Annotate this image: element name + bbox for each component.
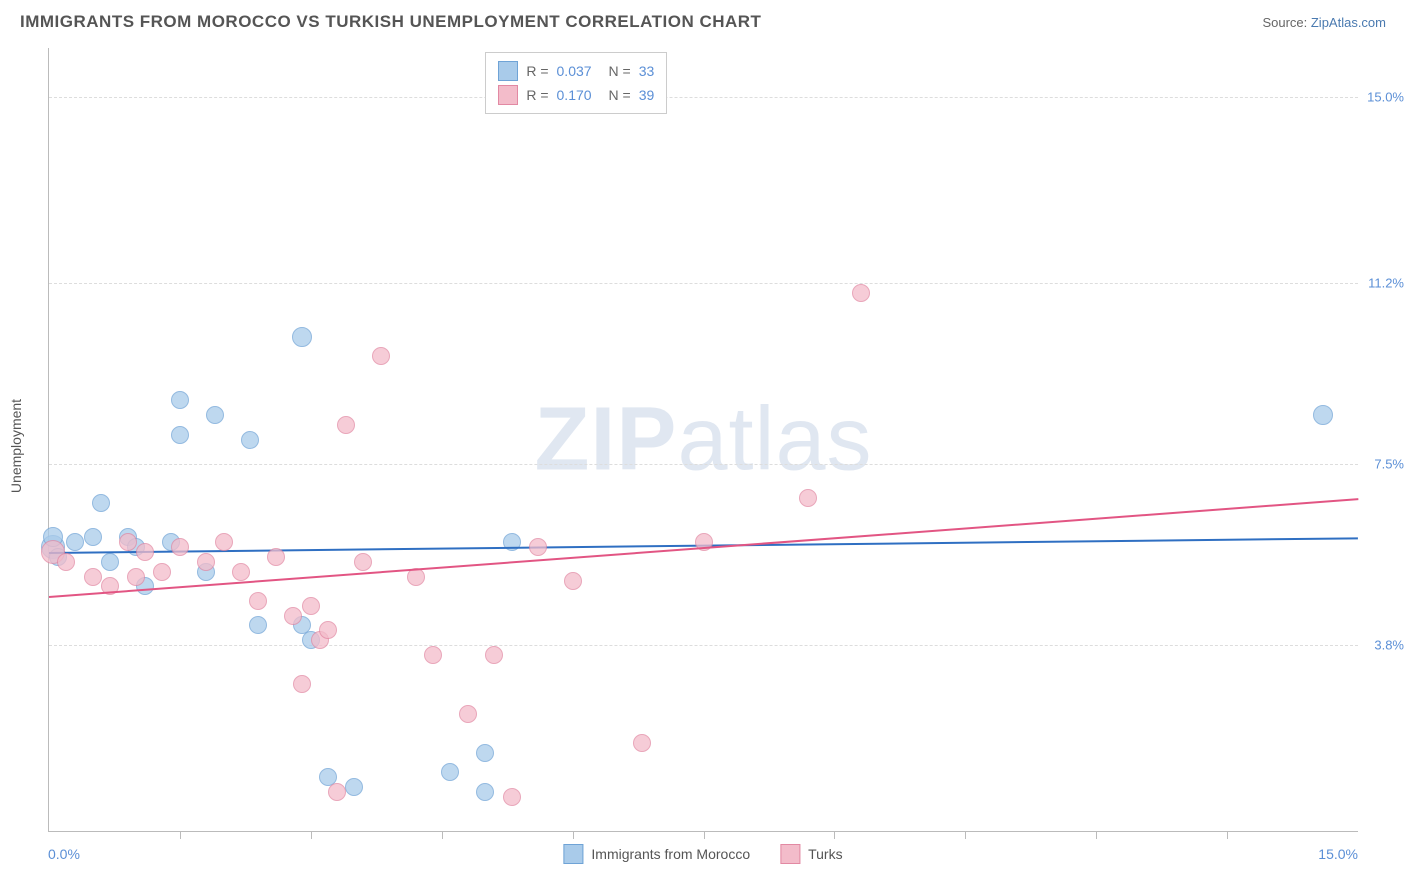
data-point	[197, 553, 215, 571]
n-value: 33	[639, 63, 655, 79]
x-tick	[442, 831, 443, 839]
data-point	[127, 568, 145, 586]
data-point	[564, 572, 582, 590]
data-point	[319, 621, 337, 639]
x-axis-max-label: 15.0%	[1318, 846, 1358, 862]
data-point	[267, 548, 285, 566]
chart-plot-area: ZIPatlas 3.8%7.5%11.2%15.0%R =0.037N =33…	[48, 48, 1358, 832]
data-point	[136, 543, 154, 561]
data-point	[441, 763, 459, 781]
data-point	[328, 783, 346, 801]
data-point	[1313, 405, 1333, 425]
r-label: R =	[526, 87, 548, 103]
data-point	[84, 528, 102, 546]
x-tick	[704, 831, 705, 839]
y-tick-label: 7.5%	[1374, 456, 1404, 471]
data-point	[459, 705, 477, 723]
x-tick	[1096, 831, 1097, 839]
watermark-bold: ZIP	[534, 389, 677, 489]
y-axis-label: Unemployment	[8, 399, 24, 493]
gridline	[49, 97, 1358, 98]
data-point	[284, 607, 302, 625]
data-point	[337, 416, 355, 434]
legend-bottom: Immigrants from Morocco Turks	[563, 844, 842, 864]
data-point	[84, 568, 102, 586]
legend-row: R = 0.037 N = 33	[498, 59, 654, 83]
data-point	[476, 744, 494, 762]
x-tick	[834, 831, 835, 839]
gridline	[49, 645, 1358, 646]
watermark: ZIPatlas	[534, 388, 872, 491]
x-tick	[1227, 831, 1228, 839]
data-point	[153, 563, 171, 581]
x-tick	[311, 831, 312, 839]
n-label: N =	[609, 87, 631, 103]
legend-item: Immigrants from Morocco	[563, 844, 750, 864]
data-point	[633, 734, 651, 752]
x-axis-min-label: 0.0%	[48, 846, 80, 862]
legend-swatch	[498, 61, 518, 81]
data-point	[424, 646, 442, 664]
data-point	[529, 538, 547, 556]
data-point	[119, 533, 137, 551]
legend-swatch	[780, 844, 800, 864]
r-value: 0.037	[557, 63, 601, 79]
data-point	[852, 284, 870, 302]
header: IMMIGRANTS FROM MOROCCO VS TURKISH UNEMP…	[0, 0, 1406, 40]
legend-item: Turks	[780, 844, 842, 864]
y-tick-label: 15.0%	[1367, 89, 1404, 104]
data-point	[206, 406, 224, 424]
data-point	[476, 783, 494, 801]
data-point	[171, 391, 189, 409]
data-point	[799, 489, 817, 507]
legend-swatch	[563, 844, 583, 864]
trend-line	[49, 498, 1358, 598]
n-label: N =	[609, 63, 631, 79]
legend-row: R = 0.170 N = 39	[498, 83, 654, 107]
data-point	[249, 616, 267, 634]
n-value: 39	[639, 87, 655, 103]
data-point	[232, 563, 250, 581]
r-label: R =	[526, 63, 548, 79]
data-point	[171, 426, 189, 444]
data-point	[171, 538, 189, 556]
data-point	[241, 431, 259, 449]
data-point	[92, 494, 110, 512]
data-point	[503, 788, 521, 806]
data-point	[101, 553, 119, 571]
data-point	[372, 347, 390, 365]
x-tick	[573, 831, 574, 839]
r-value: 0.170	[557, 87, 601, 103]
series-name: Immigrants from Morocco	[591, 846, 750, 862]
y-tick-label: 3.8%	[1374, 638, 1404, 653]
data-point	[292, 327, 312, 347]
x-tick	[180, 831, 181, 839]
data-point	[249, 592, 267, 610]
source-attribution: Source: ZipAtlas.com	[1262, 15, 1386, 30]
gridline	[49, 283, 1358, 284]
data-point	[293, 675, 311, 693]
source-link[interactable]: ZipAtlas.com	[1311, 15, 1386, 30]
gridline	[49, 464, 1358, 465]
legend-stats-box: R = 0.037 N = 33 R = 0.170 N = 39	[485, 52, 667, 114]
data-point	[66, 533, 84, 551]
chart-title: IMMIGRANTS FROM MOROCCO VS TURKISH UNEMP…	[20, 12, 761, 32]
data-point	[215, 533, 233, 551]
y-tick-label: 11.2%	[1368, 275, 1404, 290]
series-name: Turks	[808, 846, 842, 862]
source-prefix: Source:	[1262, 15, 1310, 30]
x-tick	[965, 831, 966, 839]
data-point	[345, 778, 363, 796]
data-point	[354, 553, 372, 571]
watermark-light: atlas	[677, 389, 872, 489]
legend-swatch	[498, 85, 518, 105]
data-point	[57, 553, 75, 571]
data-point	[485, 646, 503, 664]
data-point	[302, 597, 320, 615]
